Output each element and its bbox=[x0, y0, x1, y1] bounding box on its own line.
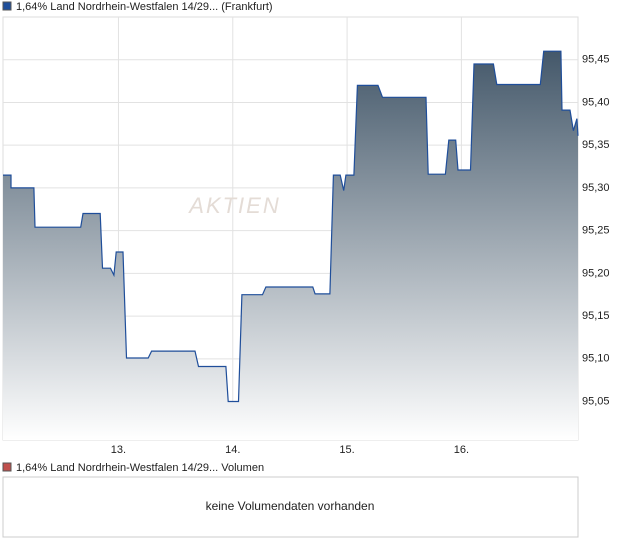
y-tick-label: 95,40 bbox=[582, 96, 610, 108]
x-tick-label: 13. bbox=[111, 444, 126, 456]
watermark: AKTIEN bbox=[187, 193, 280, 218]
x-tick-label: 14. bbox=[225, 444, 240, 456]
y-tick-label: 95,35 bbox=[582, 139, 610, 151]
volume-box bbox=[2, 476, 579, 538]
y-tick-label: 95,25 bbox=[582, 225, 610, 237]
y-tick-label: 95,30 bbox=[582, 182, 610, 194]
y-tick-label: 95,10 bbox=[582, 353, 610, 365]
y-tick-label: 95,05 bbox=[582, 395, 610, 407]
y-tick-label: 95,15 bbox=[582, 310, 610, 322]
x-tick-label: 16. bbox=[454, 444, 469, 456]
no-volume-message: keine Volumendaten vorhanden bbox=[206, 499, 375, 513]
y-tick-label: 95,20 bbox=[582, 267, 610, 279]
volume-legend: 1,64% Land Nordrhein-Westfalen 14/29... … bbox=[16, 462, 264, 474]
legend-swatch bbox=[2, 1, 12, 11]
x-tick-label: 15. bbox=[339, 444, 354, 456]
area bbox=[3, 51, 578, 440]
y-tick-label: 95,45 bbox=[582, 54, 610, 66]
legend-label: 1,64% Land Nordrhein-Westfalen 14/29... … bbox=[16, 1, 273, 13]
volume-legend-swatch bbox=[2, 462, 12, 472]
line bbox=[3, 50, 579, 403]
